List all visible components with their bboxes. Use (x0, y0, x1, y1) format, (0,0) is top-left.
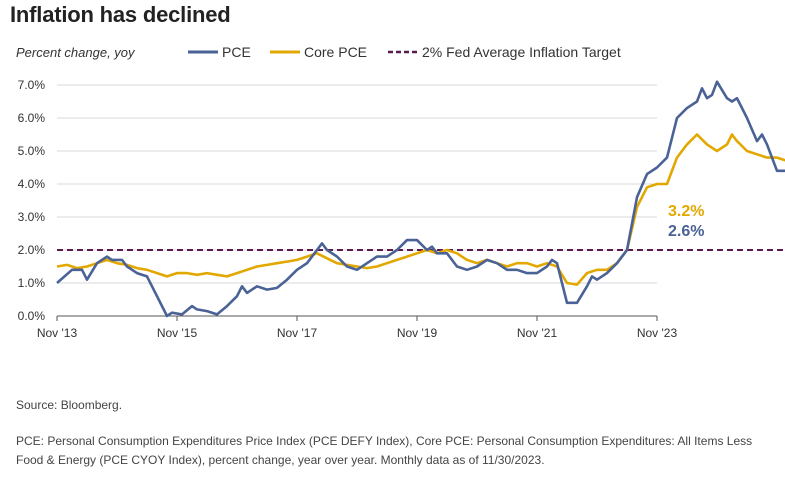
y-tick-label: 2.0% (18, 243, 46, 257)
y-tick-label: 3.0% (18, 210, 46, 224)
series-lines (56, 80, 785, 318)
x-tick-label: Nov '23 (637, 326, 678, 340)
legend-item-fed-target: 2% Fed Average Inflation Target (388, 44, 621, 60)
x-axis: Nov '13 Nov '15 Nov '17 Nov '19 Nov '21 Nov '… (37, 316, 678, 340)
y-tick-label: 4.0% (18, 177, 46, 191)
legend-swatch-core-pce (270, 50, 300, 54)
legend-item-pce: PCE (188, 44, 251, 60)
core-pce-line (56, 133, 785, 286)
y-tick-label: 6.0% (18, 111, 46, 125)
x-tick-label: Nov '19 (397, 326, 438, 340)
pce-line (56, 80, 785, 318)
chart-title: Inflation has declined (10, 2, 231, 27)
legend-label-fed-target: 2% Fed Average Inflation Target (422, 44, 621, 60)
source-note: Source: Bloomberg. (16, 398, 123, 412)
x-tick-label: Nov '15 (157, 326, 198, 340)
footnote: PCE: Personal Consumption Expenditures P… (16, 434, 753, 467)
y-tick-label: 1.0% (18, 276, 46, 290)
end-labels: 2.6% 3.2% (668, 203, 704, 240)
pce-end-label: 2.6% (668, 223, 704, 240)
y-axis-ticks: 0.0% 1.0% 2.0% 3.0% 4.0% 5.0% 6.0% 7.0% (18, 78, 46, 323)
x-tick-label: Nov '21 (517, 326, 558, 340)
legend-swatch-pce (188, 50, 218, 54)
legend-item-core-pce: Core PCE (270, 44, 367, 60)
gridlines (57, 84, 657, 317)
y-tick-label: 5.0% (18, 144, 46, 158)
y-tick-label: 7.0% (18, 78, 46, 92)
y-axis-label: Percent change, yoy (16, 45, 135, 60)
legend-swatch-fed-target (388, 50, 418, 54)
x-tick-label: Nov '17 (277, 326, 318, 340)
y-tick-label: 0.0% (18, 309, 46, 323)
line-chart: 0.0% 1.0% 2.0% 3.0% 4.0% 5.0% 6.0% 7.0% Nov '13… (18, 78, 785, 340)
core-pce-end-label: 3.2% (668, 203, 704, 220)
x-tick-label: Nov '13 (37, 326, 78, 340)
legend-label-pce: PCE (222, 44, 251, 60)
legend-label-core-pce: Core PCE (304, 44, 368, 60)
